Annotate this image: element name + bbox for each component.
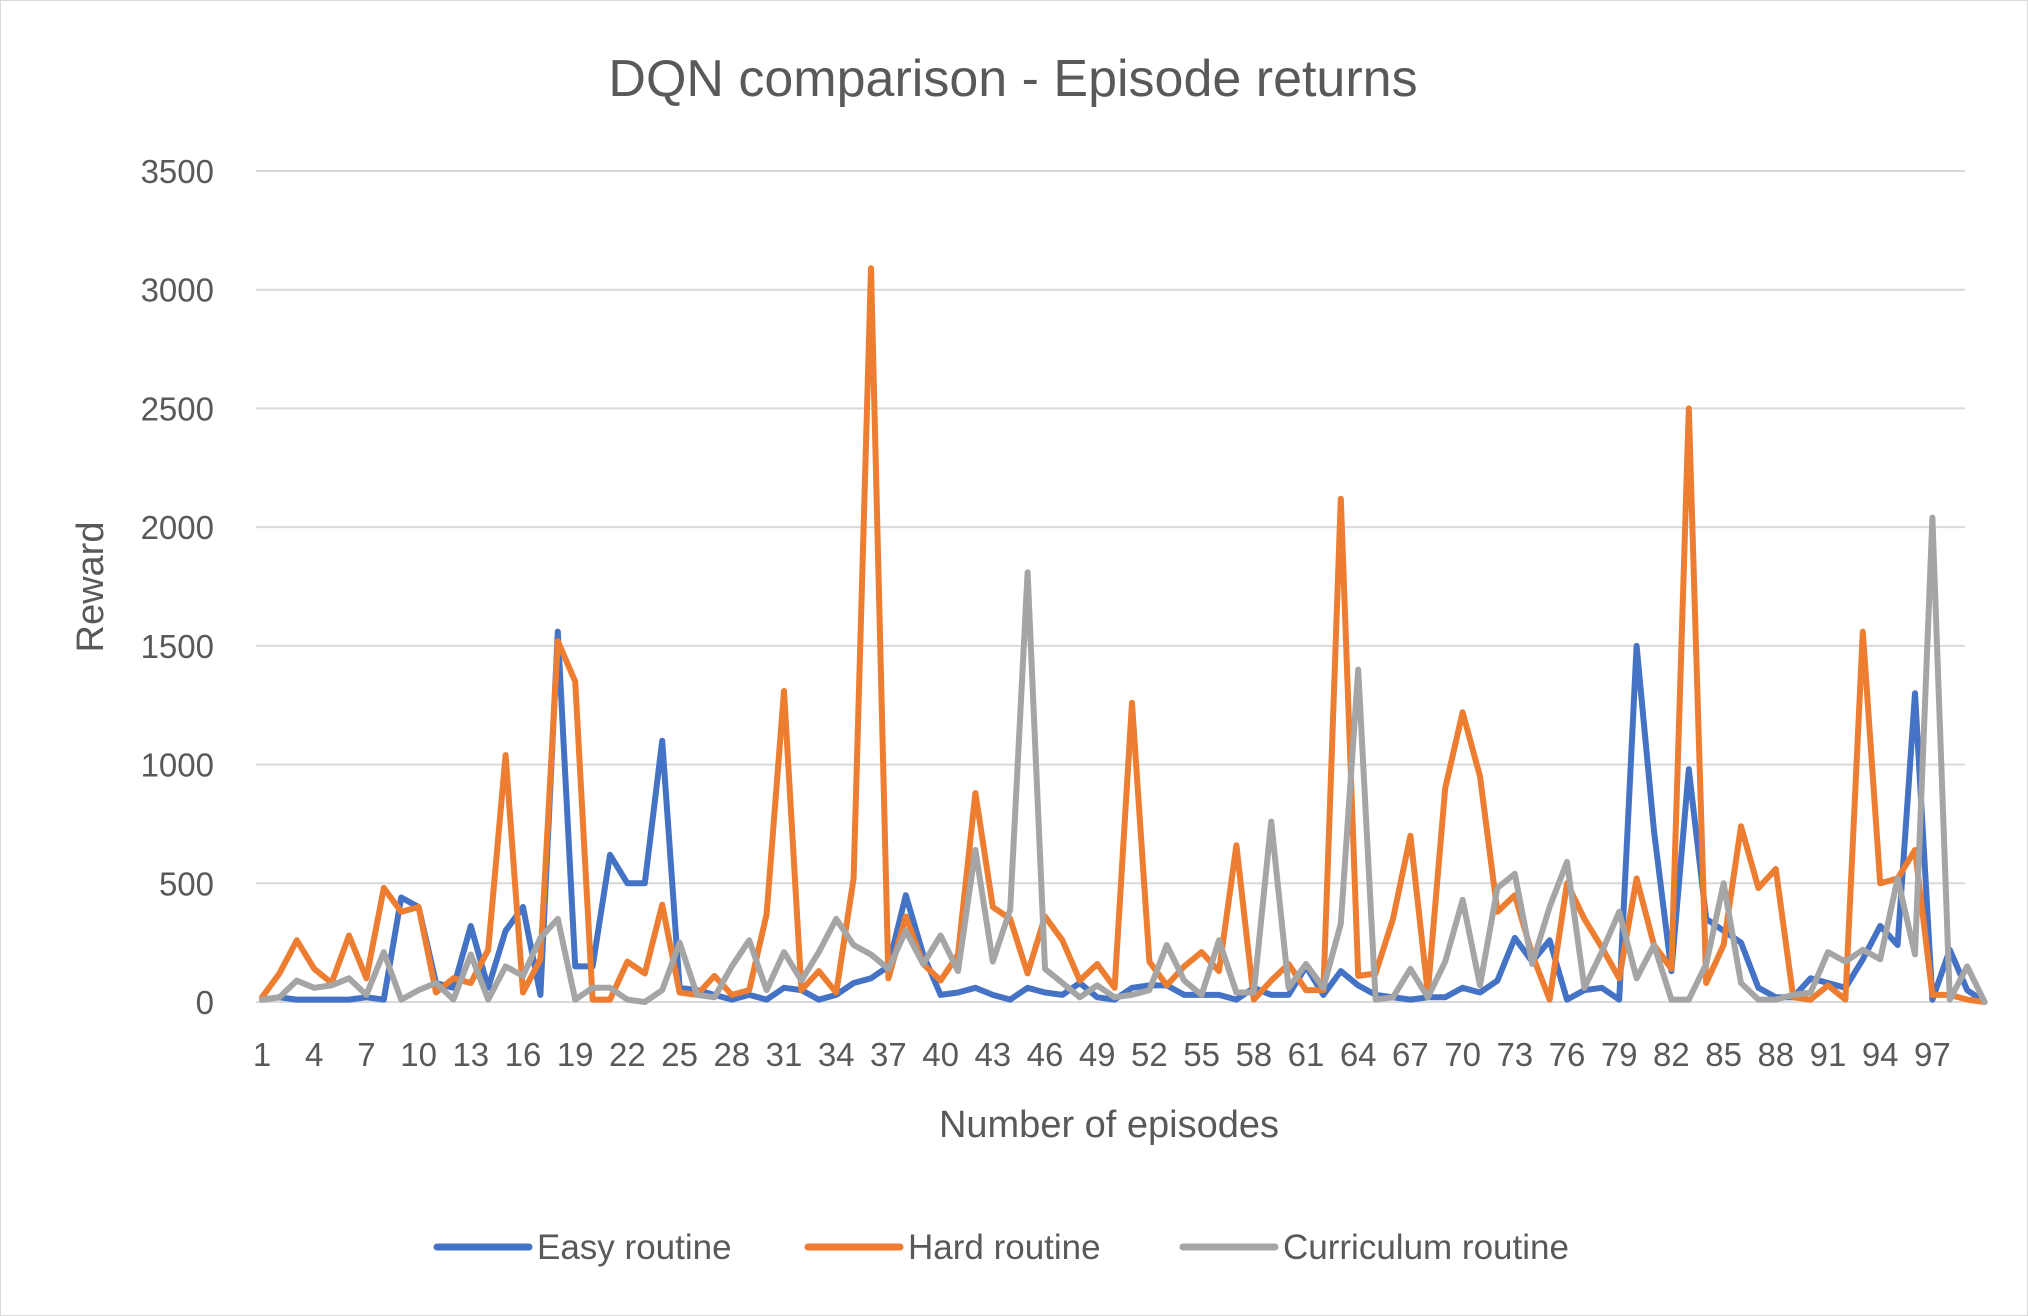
y-tick-label: 2000 bbox=[141, 509, 214, 546]
x-tick-label: 4 bbox=[305, 1036, 323, 1073]
chart-title: DQN comparison - Episode returns bbox=[608, 50, 1417, 108]
x-tick-label: 82 bbox=[1653, 1036, 1690, 1073]
series-line-curriculum-routine bbox=[259, 514, 1988, 1005]
x-tick-label: 55 bbox=[1183, 1036, 1220, 1073]
y-tick-label: 1000 bbox=[141, 747, 214, 784]
x-tick-label: 46 bbox=[1027, 1036, 1064, 1073]
x-tick-label: 61 bbox=[1288, 1036, 1325, 1073]
x-tick-label: 16 bbox=[505, 1036, 542, 1073]
x-tick-label: 97 bbox=[1914, 1036, 1951, 1073]
legend-label: Hard routine bbox=[908, 1228, 1101, 1267]
x-tick-label: 73 bbox=[1496, 1036, 1533, 1073]
x-tick-label: 19 bbox=[557, 1036, 594, 1073]
x-tick-label: 43 bbox=[974, 1036, 1011, 1073]
legend: Easy routine Hard routine Curriculum routi… bbox=[433, 1228, 1569, 1267]
series-lines bbox=[259, 265, 1988, 1005]
y-tick-label: 3000 bbox=[141, 272, 214, 309]
y-tick-label: 3500 bbox=[141, 153, 214, 190]
x-axis-title: Number of episodes bbox=[939, 1104, 1279, 1146]
x-tick-label: 88 bbox=[1757, 1036, 1794, 1073]
x-tick-label: 28 bbox=[713, 1036, 750, 1073]
x-tick-label: 1 bbox=[253, 1036, 271, 1073]
x-tick-label: 91 bbox=[1810, 1036, 1847, 1073]
y-axis-title: Reward bbox=[70, 522, 112, 653]
y-tick-label: 500 bbox=[159, 865, 214, 902]
x-tick-label: 10 bbox=[400, 1036, 437, 1073]
x-tick-label: 79 bbox=[1601, 1036, 1638, 1073]
x-tick-label: 94 bbox=[1862, 1036, 1899, 1073]
x-tick-label: 52 bbox=[1131, 1036, 1168, 1073]
x-tick-label: 34 bbox=[818, 1036, 855, 1073]
x-tick-label: 40 bbox=[922, 1036, 959, 1073]
x-axis-ticks: 1 4 7 10 13 16 19 22 25 28 31 34 37 40 43 46 49 52 55 58 61 6… bbox=[253, 1036, 1951, 1073]
x-tick-label: 67 bbox=[1392, 1036, 1429, 1073]
y-tick-label: 2500 bbox=[141, 390, 214, 427]
x-tick-label: 7 bbox=[357, 1036, 375, 1073]
x-tick-label: 13 bbox=[452, 1036, 489, 1073]
y-axis-ticks: 0 500 1000 1500 2000 2500 3000 3500 bbox=[141, 153, 214, 1021]
legend-label: Curriculum routine bbox=[1283, 1228, 1569, 1267]
x-tick-label: 22 bbox=[609, 1036, 646, 1073]
x-tick-label: 58 bbox=[1235, 1036, 1272, 1073]
x-tick-label: 25 bbox=[661, 1036, 698, 1073]
x-tick-label: 37 bbox=[870, 1036, 907, 1073]
gridlines bbox=[256, 170, 1965, 885]
y-tick-label: 0 bbox=[196, 984, 214, 1021]
x-tick-label: 31 bbox=[766, 1036, 803, 1073]
x-tick-label: 85 bbox=[1705, 1036, 1742, 1073]
x-tick-label: 76 bbox=[1549, 1036, 1586, 1073]
x-tick-label: 49 bbox=[1079, 1036, 1116, 1073]
y-tick-label: 1500 bbox=[141, 628, 214, 665]
series-line-hard-routine bbox=[259, 265, 1988, 1005]
x-tick-label: 70 bbox=[1444, 1036, 1481, 1073]
legend-label: Easy routine bbox=[537, 1228, 732, 1267]
x-tick-label: 64 bbox=[1340, 1036, 1377, 1073]
